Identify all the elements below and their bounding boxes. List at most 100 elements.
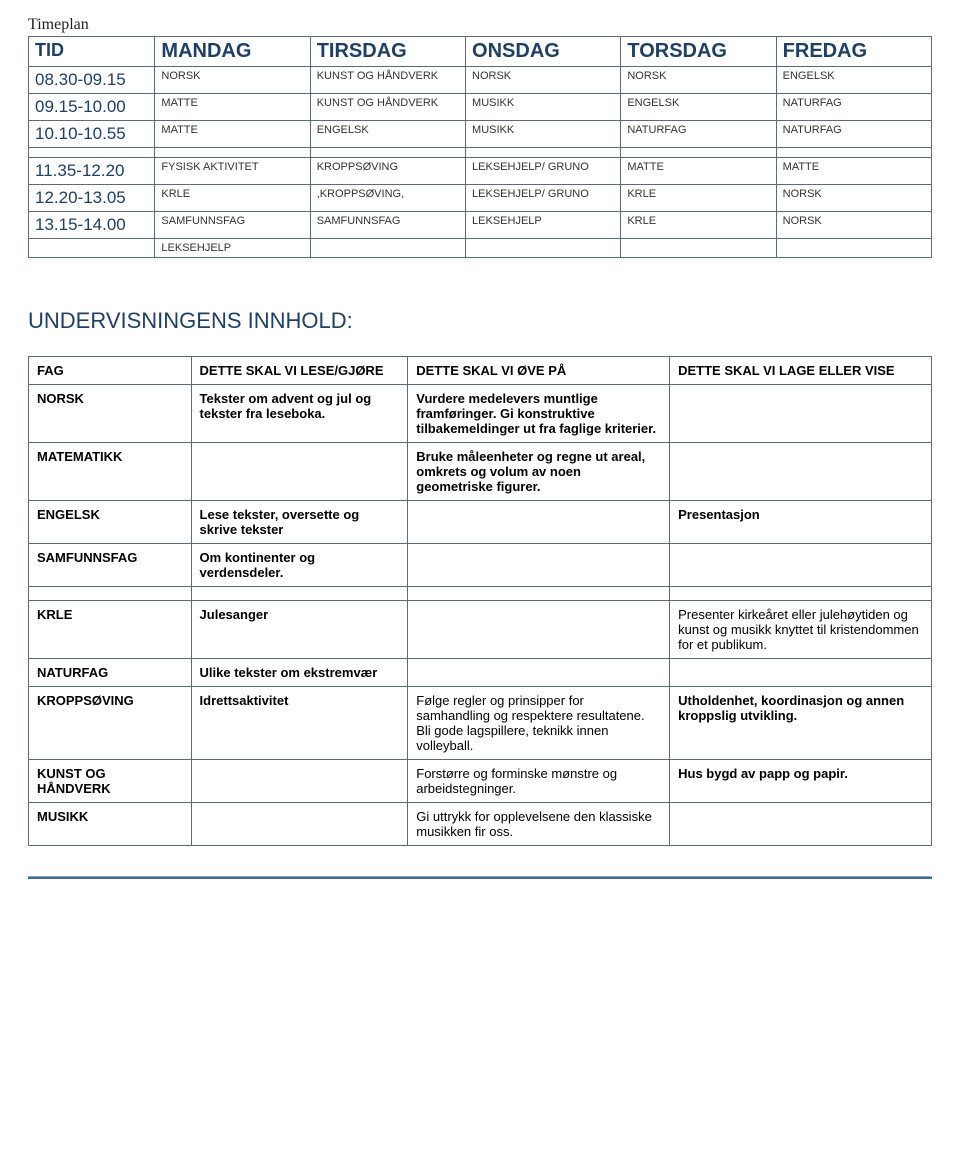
day-header: TORSDAG bbox=[621, 37, 776, 67]
subject-cell: NORSK bbox=[466, 67, 621, 94]
table-row: 10.10-10.55 MATTE ENGELSK MUSIKK NATURFA… bbox=[29, 121, 932, 148]
table-row: MUSIKK Gi uttrykk for opplevelsene den k… bbox=[29, 803, 932, 846]
subject-cell: NORSK bbox=[776, 185, 931, 212]
time-header: TID bbox=[29, 37, 155, 67]
subject-cell: NORSK bbox=[155, 67, 310, 94]
lese-text: Lese tekster, oversette og skrive tekste… bbox=[200, 507, 360, 537]
col-lese: DETTE SKAL VI LESE/GJØRE bbox=[191, 357, 408, 385]
lese-cell: Lese tekster, oversette og skrive tekste… bbox=[191, 501, 408, 544]
subject-cell: LEKSEHJELP/ GRUNO bbox=[466, 185, 621, 212]
subject-cell: KUNST OG HÅNDVERK bbox=[310, 67, 465, 94]
subject-cell: MATTE bbox=[621, 158, 776, 185]
footer-rule bbox=[28, 876, 932, 879]
time-cell: 11.35-12.20 bbox=[29, 158, 155, 185]
lese-text: Julesanger bbox=[200, 607, 269, 622]
subject-cell: NATURFAG bbox=[621, 121, 776, 148]
subject-cell: ,KROPPSØVING, bbox=[310, 185, 465, 212]
fag-cell: KUNST OG HÅNDVERK bbox=[29, 760, 192, 803]
fag-cell: NATURFAG bbox=[29, 659, 192, 687]
col-fag: FAG bbox=[29, 357, 192, 385]
table-row: KROPPSØVING Idrettsaktivitet Følge regle… bbox=[29, 687, 932, 760]
table-row: KRLE Julesanger Presenter kirkeåret elle… bbox=[29, 601, 932, 659]
lage-cell: Presenter kirkeåret eller julehøytiden o… bbox=[670, 601, 932, 659]
lage-text: Hus bygd av papp og papir. bbox=[678, 766, 848, 781]
table-spacer bbox=[29, 148, 932, 158]
subject-cell: FYSISK AKTIVITET bbox=[155, 158, 310, 185]
subject-cell bbox=[310, 239, 465, 258]
lage-text: Utholdenhet, koordinasjon og annen kropp… bbox=[678, 693, 904, 723]
table-row: SAMFUNNSFAG Om kontinenter og verdensdel… bbox=[29, 544, 932, 587]
content-header-row: FAG DETTE SKAL VI LESE/GJØRE DETTE SKAL … bbox=[29, 357, 932, 385]
subject-cell: LEKSEHJELP bbox=[155, 239, 310, 258]
subject-cell: NORSK bbox=[776, 212, 931, 239]
timetable: TID MANDAG TIRSDAG ONSDAG TORSDAG FREDAG… bbox=[28, 36, 932, 258]
lese-text: Idrettsaktivitet bbox=[200, 693, 289, 708]
content-table: FAG DETTE SKAL VI LESE/GJØRE DETTE SKAL … bbox=[28, 356, 932, 846]
subject-cell: MATTE bbox=[155, 94, 310, 121]
ove-cell bbox=[408, 601, 670, 659]
lese-cell: Om kontinenter og verdensdeler. bbox=[191, 544, 408, 587]
ove-cell bbox=[408, 659, 670, 687]
lese-cell bbox=[191, 803, 408, 846]
fag-cell: KRLE bbox=[29, 601, 192, 659]
time-cell: 12.20-13.05 bbox=[29, 185, 155, 212]
ove-cell: Følge regler og prinsipper for samhandli… bbox=[408, 687, 670, 760]
subject-cell: KRLE bbox=[621, 185, 776, 212]
subject-cell: LEKSEHJELP/ GRUNO bbox=[466, 158, 621, 185]
subject-cell: ENGELSK bbox=[776, 67, 931, 94]
fag-cell: ENGELSK bbox=[29, 501, 192, 544]
lese-cell: Julesanger bbox=[191, 601, 408, 659]
subject-cell: MATTE bbox=[155, 121, 310, 148]
subject-cell: SAMFUNNSFAG bbox=[310, 212, 465, 239]
lage-cell: Utholdenhet, koordinasjon og annen kropp… bbox=[670, 687, 932, 760]
subject-cell: KUNST OG HÅNDVERK bbox=[310, 94, 465, 121]
ove-text: Vurdere medelevers muntlige framføringer… bbox=[416, 391, 656, 436]
subject-cell: KRLE bbox=[621, 212, 776, 239]
day-header: TIRSDAG bbox=[310, 37, 465, 67]
lage-cell bbox=[670, 659, 932, 687]
table-row: LEKSEHJELP bbox=[29, 239, 932, 258]
subject-cell: MUSIKK bbox=[466, 94, 621, 121]
subject-cell: ENGELSK bbox=[621, 94, 776, 121]
ove-cell bbox=[408, 544, 670, 587]
table-row: 11.35-12.20 FYSISK AKTIVITET KROPPSØVING… bbox=[29, 158, 932, 185]
time-cell: 09.15-10.00 bbox=[29, 94, 155, 121]
lese-text: Tekster om advent og jul og tekster fra … bbox=[200, 391, 372, 421]
table-row: 08.30-09.15 NORSK KUNST OG HÅNDVERK NORS… bbox=[29, 67, 932, 94]
time-cell bbox=[29, 239, 155, 258]
table-row: 13.15-14.00 SAMFUNNSFAG SAMFUNNSFAG LEKS… bbox=[29, 212, 932, 239]
subject-cell: MATTE bbox=[776, 158, 931, 185]
subject-cell: LEKSEHJELP bbox=[466, 212, 621, 239]
subject-cell: NATURFAG bbox=[776, 94, 931, 121]
table-row: 12.20-13.05 KRLE ,KROPPSØVING, LEKSEHJEL… bbox=[29, 185, 932, 212]
ove-cell: Bruke måleenheter og regne ut areal, omk… bbox=[408, 443, 670, 501]
day-header: MANDAG bbox=[155, 37, 310, 67]
time-cell: 10.10-10.55 bbox=[29, 121, 155, 148]
table-row: NATURFAG Ulike tekster om ekstremvær bbox=[29, 659, 932, 687]
ove-cell: Forstørre og forminske mønstre og arbeid… bbox=[408, 760, 670, 803]
col-lage: DETTE SKAL VI LAGE ELLER VISE bbox=[670, 357, 932, 385]
time-cell: 08.30-09.15 bbox=[29, 67, 155, 94]
day-header: FREDAG bbox=[776, 37, 931, 67]
subject-cell: ENGELSK bbox=[310, 121, 465, 148]
timetable-header-row: TID MANDAG TIRSDAG ONSDAG TORSDAG FREDAG bbox=[29, 37, 932, 67]
lage-text: Presentasjon bbox=[678, 507, 760, 522]
lese-cell: Idrettsaktivitet bbox=[191, 687, 408, 760]
lese-text: Om kontinenter og verdensdeler. bbox=[200, 550, 316, 580]
col-ove: DETTE SKAL VI ØVE PÅ bbox=[408, 357, 670, 385]
lese-cell: Ulike tekster om ekstremvær bbox=[191, 659, 408, 687]
lage-cell bbox=[670, 803, 932, 846]
lese-text: Ulike tekster om ekstremvær bbox=[200, 665, 378, 680]
lage-cell bbox=[670, 443, 932, 501]
subject-cell: KROPPSØVING bbox=[310, 158, 465, 185]
time-cell: 13.15-14.00 bbox=[29, 212, 155, 239]
page-title: Timeplan bbox=[28, 16, 932, 34]
subject-cell: NATURFAG bbox=[776, 121, 931, 148]
lage-cell: Presentasjon bbox=[670, 501, 932, 544]
lage-cell bbox=[670, 544, 932, 587]
subject-cell: MUSIKK bbox=[466, 121, 621, 148]
table-row: KUNST OG HÅNDVERK Forstørre og forminske… bbox=[29, 760, 932, 803]
ove-cell bbox=[408, 501, 670, 544]
day-header: ONSDAG bbox=[466, 37, 621, 67]
subject-cell bbox=[466, 239, 621, 258]
